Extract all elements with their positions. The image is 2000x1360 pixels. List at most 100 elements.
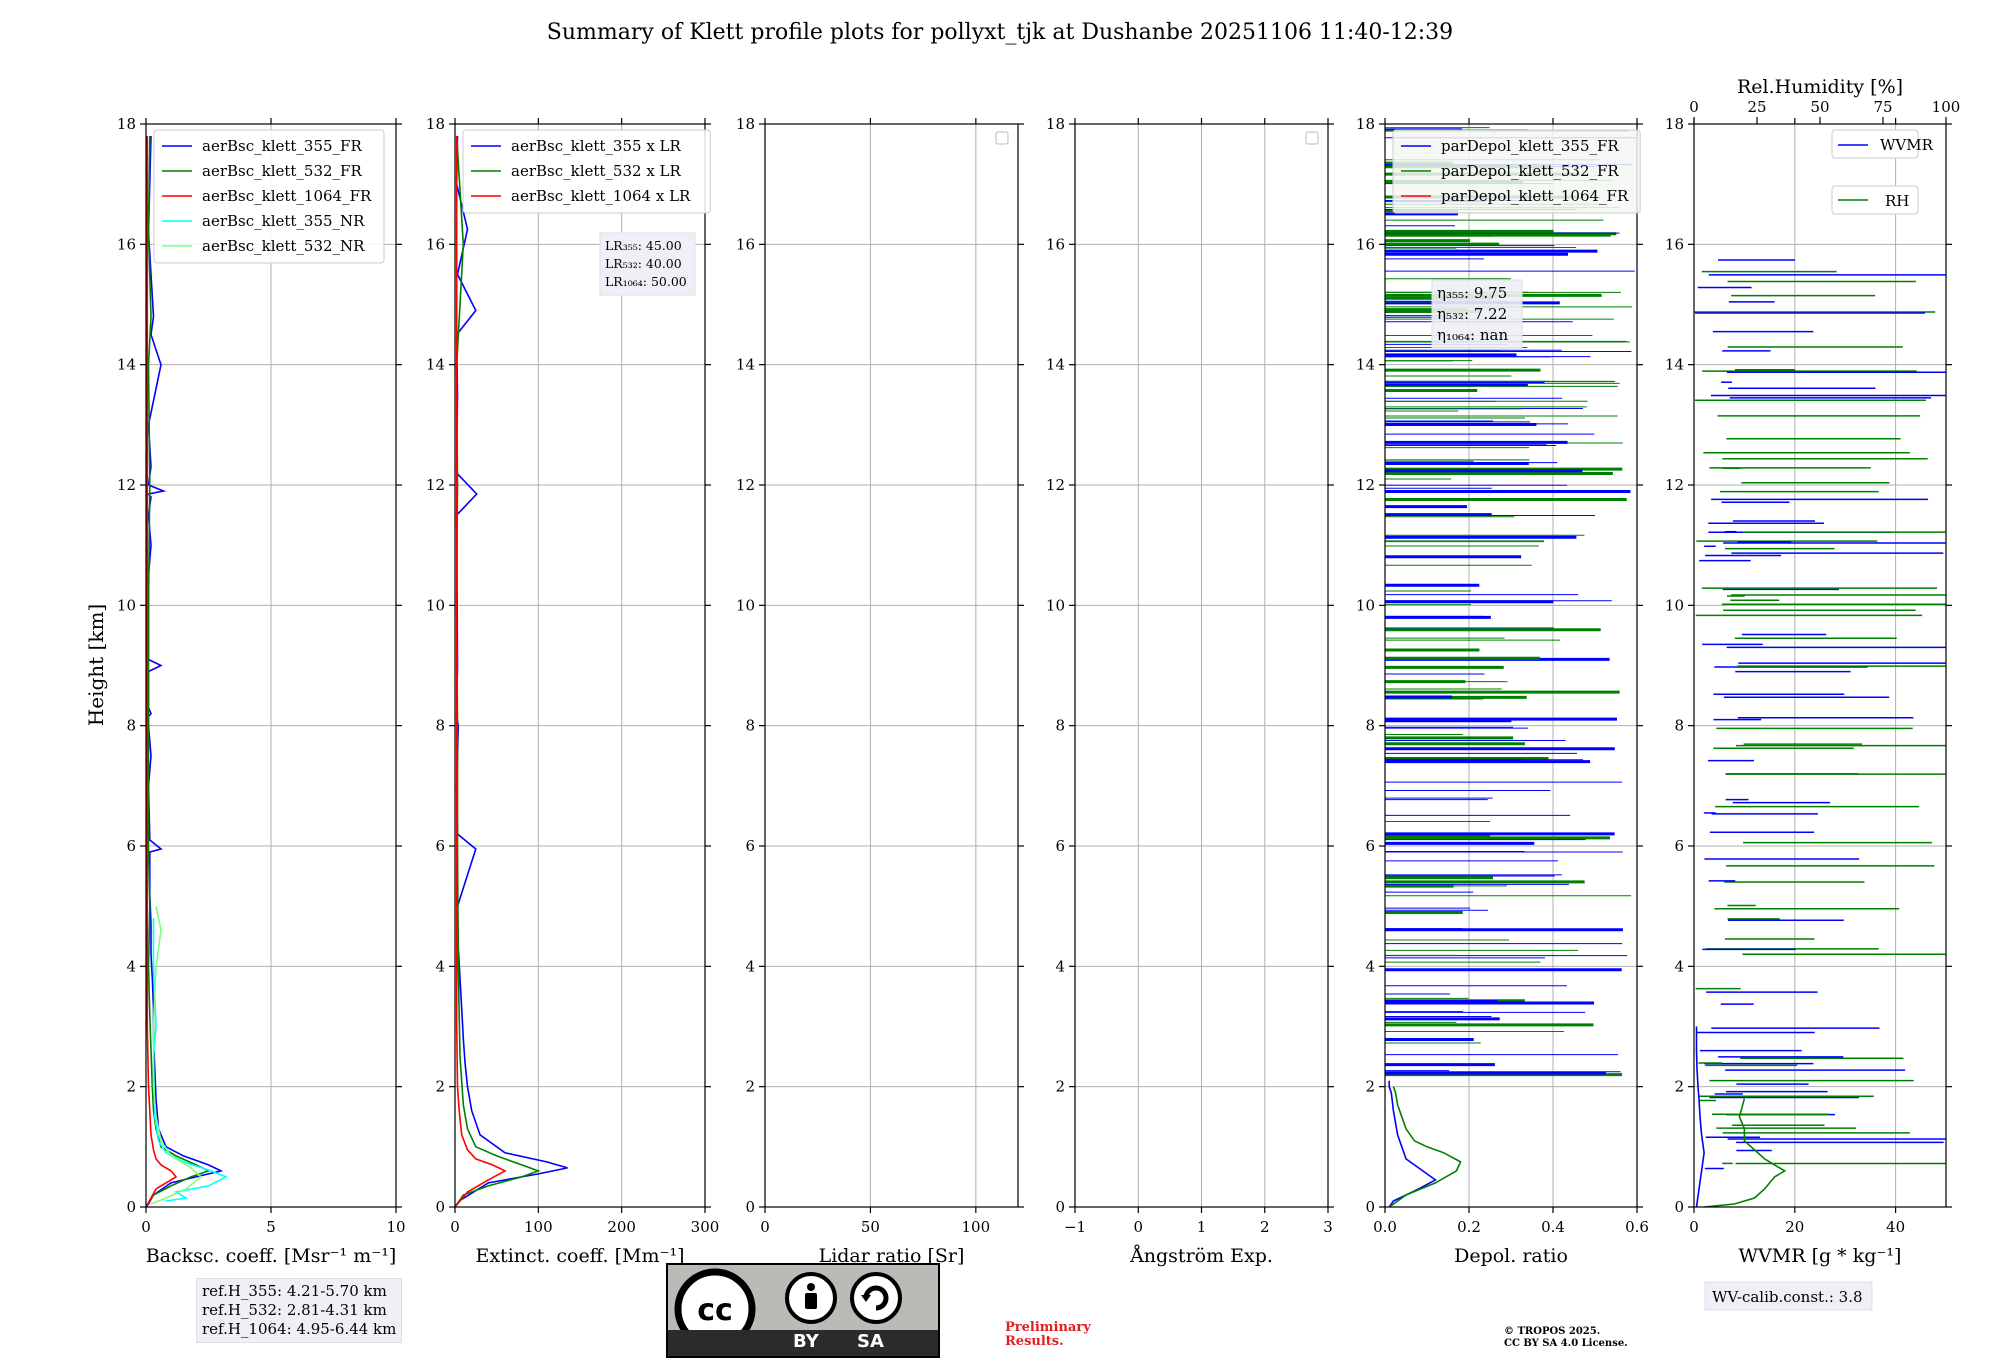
chart-wvmr: 0 2 4 6 8 10 12 14 16 18 0 20 40 WVMR [g * kg⁻¹] 0 25 50… — [1665, 76, 1960, 1311]
lidar-ratio-annotation: LR₃₅₅: 45.00 LR₅₃₂: 40.00 LR₁₀₆₄: 50.00 — [599, 232, 696, 296]
chart-lidar_ratio: 0 2 4 6 8 10 12 14 16 18 0 50 100 Lidar ratio [Sr] — [736, 115, 1024, 1267]
ytick-label: 16 — [1665, 235, 1684, 253]
annotation-line: η₁₀₆₄: nan — [1437, 326, 1508, 344]
legend-label: aerBsc_klett_1064_FR — [202, 187, 372, 205]
ytick-label: 6 — [1674, 837, 1684, 855]
ytick-label: 12 — [426, 476, 445, 494]
annotation-line: LR₁₀₆₄: 50.00 — [605, 274, 687, 289]
ytick-label: 6 — [126, 837, 136, 855]
xtick-label: 3 — [1323, 1218, 1333, 1236]
copyright-note: © TROPOS 2025. CC BY SA 4.0 License. — [1504, 1326, 1628, 1349]
axes-frame — [1384, 123, 1638, 1208]
legend-label: parDepol_klett_532_FR — [1441, 162, 1619, 180]
ytick-label: 16 — [736, 235, 755, 253]
xtick-top-label: 0 — [1689, 98, 1699, 116]
ytick-label: 12 — [736, 476, 755, 494]
legend-wvmr: WVMR — [1831, 129, 1934, 159]
series-line-aerBsc_klett_1064 x LR — [455, 136, 507, 1207]
plot-area — [1694, 259, 1946, 1207]
xtick-label: 20 — [1785, 1218, 1804, 1236]
ytick-label: 8 — [1365, 717, 1375, 735]
xtick-top-label: 25 — [1747, 98, 1766, 116]
x-axis-label: Extinct. coeff. [Mm⁻¹] — [475, 1245, 684, 1267]
xtick-label: 0.4 — [1541, 1218, 1565, 1236]
xtick-label: 0 — [1689, 1218, 1699, 1236]
legend-label: RH — [1885, 192, 1909, 210]
ytick-label: 6 — [1365, 837, 1375, 855]
y-axis-label: Height [km] — [84, 604, 108, 726]
chart-depol: 0 2 4 6 8 10 12 14 16 18 0.0 0.2 0.4 0.6 Depol. ratio p… — [1356, 115, 1649, 1267]
ytick-label: 0 — [1055, 1198, 1065, 1216]
series-line-aerBsc_klett_1064_FR — [146, 136, 178, 1207]
ytick-label: 2 — [1674, 1078, 1684, 1096]
legend-depol: parDepol_klett_355_FR parDepol_klett_532_… — [1392, 129, 1641, 214]
ytick-label: 16 — [1046, 235, 1065, 253]
xtick-label: 0 — [760, 1218, 770, 1236]
xtick-label: 100 — [524, 1218, 553, 1236]
ytick-label: 12 — [1046, 476, 1065, 494]
ytick-label: 14 — [736, 356, 755, 374]
x-axis-label: WVMR [g * kg⁻¹] — [1739, 1245, 1902, 1267]
xtick-label: 50 — [861, 1218, 880, 1236]
legend-label: aerBsc_klett_532 x LR — [511, 162, 682, 180]
reference-height-box: ref.H_355: 4.21-5.70 km ref.H_532: 2.81-… — [196, 1278, 403, 1343]
x-axis-label: Depol. ratio — [1454, 1245, 1568, 1267]
ytick-label: 18 — [1665, 115, 1684, 133]
legend-rh: RH — [1831, 185, 1919, 215]
ytick-label: 12 — [117, 476, 136, 494]
annotation-line: η₅₃₂: 7.22 — [1437, 305, 1507, 323]
ytick-label: 2 — [745, 1078, 755, 1096]
ytick-label: 10 — [426, 596, 445, 614]
ytick-label: 4 — [1365, 957, 1375, 975]
axes-frame — [454, 123, 706, 1208]
ytick-label: 4 — [435, 957, 445, 975]
wv-calib-annotation: WV-calib.const.: 3.8 — [1704, 1281, 1873, 1311]
ytick-label: 12 — [1356, 476, 1375, 494]
legend-label: aerBsc_klett_532_FR — [202, 162, 362, 180]
series-line-aerBsc_klett_532 x LR — [455, 135, 541, 1207]
ytick-label: 8 — [1055, 717, 1065, 735]
xtick-label: 0 — [141, 1218, 151, 1236]
xtick-label: 0.0 — [1373, 1218, 1397, 1236]
annotation-line: LR₅₃₂: 40.00 — [605, 256, 682, 271]
xtick-label: 0.2 — [1457, 1218, 1481, 1236]
cc-license-badge: cc BY SA — [666, 1263, 940, 1358]
ytick-label: 8 — [126, 717, 136, 735]
ytick-label: 2 — [435, 1078, 445, 1096]
annotation-line: WV-calib.const.: 3.8 — [1712, 1288, 1863, 1306]
legend-label: aerBsc_klett_355 x LR — [511, 137, 682, 155]
ytick-label: 4 — [1055, 957, 1065, 975]
ytick-label: 14 — [117, 356, 136, 374]
xtick-label: 0 — [1133, 1218, 1143, 1236]
refh-1064: ref.H_1064: 4.95-6.44 km — [202, 1320, 397, 1338]
xtick-label: 1 — [1197, 1218, 1207, 1236]
ytick-label: 6 — [435, 837, 445, 855]
xtick-top-label: 75 — [1873, 98, 1892, 116]
xtick-label: 100 — [962, 1218, 991, 1236]
eta-annotation: η₃₅₅: 9.75 η₅₃₂: 7.22 η₁₀₆₄: nan — [1431, 279, 1523, 349]
series-line-aerBsc_klett_355 x LR — [455, 135, 568, 1207]
xtick-label: −1 — [1064, 1218, 1086, 1236]
refh-532: ref.H_532: 2.81-4.31 km — [202, 1301, 387, 1319]
ytick-label: 10 — [736, 596, 755, 614]
ytick-label: 2 — [1365, 1078, 1375, 1096]
legend-label: aerBsc_klett_355_NR — [202, 212, 365, 230]
xtick-label: 10 — [386, 1218, 405, 1236]
xtick-label: 2 — [1260, 1218, 1270, 1236]
ytick-label: 18 — [117, 115, 136, 133]
plot-area — [455, 135, 568, 1207]
ytick-label: 8 — [435, 717, 445, 735]
ytick-label: 10 — [117, 596, 136, 614]
xtick-label: 5 — [266, 1218, 276, 1236]
ytick-label: 6 — [745, 837, 755, 855]
xtick-label: 300 — [691, 1218, 720, 1236]
ytick-label: 4 — [126, 957, 136, 975]
chart-backscatter: 0 2 4 6 8 10 12 14 16 18 0 5 10 Backsc. coeff. [Msr⁻¹… — [117, 115, 406, 1267]
ytick-label: 8 — [745, 717, 755, 735]
chart-extinction: 0 2 4 6 8 10 12 14 16 18 0 100 200 300 Extinct. coeff.… — [426, 115, 719, 1267]
ytick-label: 2 — [126, 1078, 136, 1096]
ytick-label: 0 — [435, 1198, 445, 1216]
ytick-label: 16 — [1356, 235, 1375, 253]
ytick-label: 0 — [126, 1198, 136, 1216]
